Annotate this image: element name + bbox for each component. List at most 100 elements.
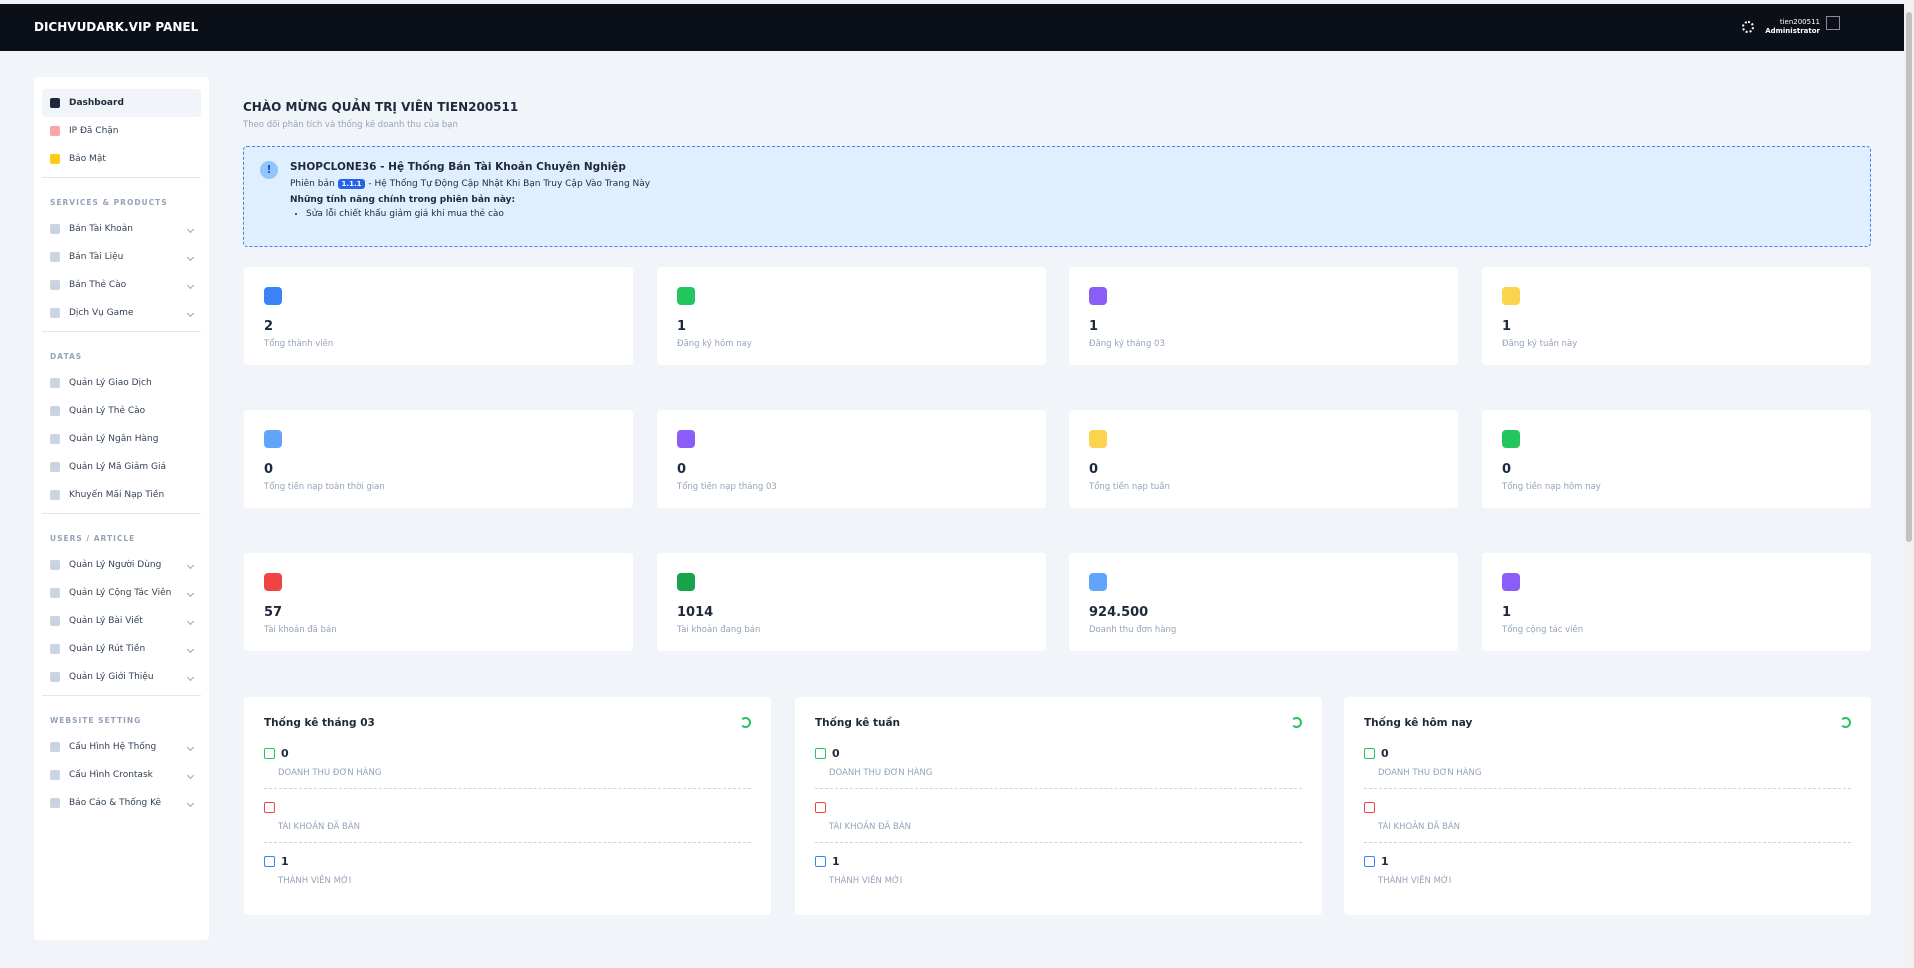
row-number: 1 (1381, 855, 1389, 868)
user-info[interactable]: tien200511 Administrator (1765, 18, 1820, 36)
nav-label: Khuyến Mãi Nạp Tiền (69, 490, 165, 500)
nav-item[interactable]: Quản Lý Người Dùng (42, 551, 201, 579)
nav-item[interactable]: Cấu Hình Crontask (42, 761, 201, 789)
row-icon (1364, 856, 1375, 867)
nav-item[interactable]: Cấu Hình Hệ Thống (42, 733, 201, 761)
nav-item[interactable]: Bán Tài Khoản (42, 215, 201, 243)
nav-item[interactable]: Quản Lý Ngân Hàng (42, 425, 201, 453)
panel-row: TÀI KHOẢN ĐÃ BÁN (815, 789, 1302, 843)
row-value (264, 801, 751, 814)
nav-item[interactable]: Quản Lý Thẻ Cào (42, 397, 201, 425)
separator (42, 695, 201, 696)
nav-item[interactable]: Quản Lý Mã Giảm Giá (42, 453, 201, 481)
chevron (186, 673, 195, 681)
chevron (186, 309, 195, 317)
nav-item[interactable]: Quản Lý Bài Viết (42, 607, 201, 635)
row-label: THÀNH VIÊN MỚI (1378, 876, 1452, 886)
scrollbar (1904, 0, 1914, 968)
panel-row: 0 DOANH THU ĐƠN HÀNG (815, 735, 1302, 789)
row-label: TÀI KHOẢN ĐÃ BÁN (1378, 822, 1461, 832)
nav-label: Dashboard (69, 98, 124, 108)
row-icon (815, 856, 826, 867)
row-number: 1 (281, 855, 289, 868)
nav-item[interactable]: Quản Lý Giao Dịch (42, 369, 201, 397)
stat-icon (677, 287, 695, 305)
stat-card: 1 Đăng ký tháng 03 (1069, 267, 1458, 365)
stat-label: Tổng tiền nạp hôm nay (1502, 482, 1601, 492)
theme-toggle[interactable] (1742, 21, 1754, 33)
refresh-button[interactable] (1840, 717, 1851, 728)
nav-label: Quản Lý Rút Tiền (69, 644, 146, 654)
nav-icon (50, 280, 60, 290)
stat-card: 57 Tài khoản đã bán (244, 553, 633, 651)
stat-label: Tổng thành viên (264, 339, 334, 349)
nav-item[interactable]: Quản Lý Rút Tiền (42, 635, 201, 663)
row-label: DOANH THU ĐƠN HÀNG (829, 768, 933, 778)
nav-item[interactable]: Khuyến Mãi Nạp Tiền (42, 481, 201, 509)
section-title: DATAS (50, 352, 83, 361)
version-suffix: - Hệ Thống Tự Động Cập Nhật Khi Bạn Truy… (368, 179, 651, 189)
nav-item[interactable]: Dashboard (42, 89, 201, 117)
stat-label: Doanh thu đơn hàng (1089, 625, 1177, 635)
notice: ! SHOPCLONE36 - Hệ Thống Bán Tài Khoản C… (243, 146, 1871, 247)
brand[interactable]: DICHVUDARK.VIP PANEL (34, 20, 199, 34)
separator (42, 331, 201, 332)
role: Administrator (1765, 27, 1820, 35)
refresh-button[interactable] (740, 717, 751, 728)
nav-icon (50, 490, 60, 500)
stat-label: Tài khoản đã bán (264, 625, 337, 635)
nav-label: Cấu Hình Hệ Thống (69, 742, 157, 752)
nav-item[interactable]: Bán Thẻ Cào (42, 271, 201, 299)
nav-label: Quản Lý Giới Thiệu (69, 672, 154, 682)
nav-icon (50, 798, 60, 808)
chevron (186, 589, 195, 597)
nav-icon (50, 672, 60, 682)
stat-icon (264, 287, 282, 305)
nav-icon (50, 742, 60, 752)
stat-icon (264, 573, 282, 591)
row-label: THÀNH VIÊN MỚI (278, 876, 352, 886)
stat-icon (1089, 430, 1107, 448)
nav-item[interactable]: Bảo Mật (42, 145, 201, 173)
page-subtitle: Theo dõi phân tích và thống kê doanh thu… (243, 120, 458, 130)
stat-icon (1502, 573, 1520, 591)
nav-item[interactable]: Bán Tài Liệu (42, 243, 201, 271)
row-label: TÀI KHOẢN ĐÃ BÁN (278, 822, 361, 832)
row-icon (264, 802, 275, 813)
chevron (186, 799, 195, 807)
nav-item[interactable]: Báo Cáo & Thống Kê (42, 789, 201, 817)
row-label: DOANH THU ĐƠN HÀNG (1378, 768, 1482, 778)
panel-title: Thống kê tuần (815, 717, 901, 729)
notice-title: SHOPCLONE36 - Hệ Thống Bán Tài Khoản Chu… (290, 161, 626, 173)
row-icon (1364, 748, 1375, 759)
nav-label: Quản Lý Cộng Tác Viên (69, 588, 172, 598)
panel-row: TÀI KHOẢN ĐÃ BÁN (264, 789, 751, 843)
nav-label: Cấu Hình Crontask (69, 770, 153, 780)
stat-card: 1 Đăng ký hôm nay (657, 267, 1046, 365)
chevron (186, 617, 195, 625)
stat-label: Tổng tiền nạp toàn thời gian (264, 482, 385, 492)
nav-icon (50, 434, 60, 444)
stat-icon (1502, 430, 1520, 448)
stat-value: 0 (264, 462, 274, 477)
nav-item[interactable]: Quản Lý Cộng Tác Viên (42, 579, 201, 607)
nav-item[interactable]: Dịch Vụ Game (42, 299, 201, 327)
stat-label: Đăng ký tuần này (1502, 339, 1578, 349)
username: tien200511 (1779, 18, 1820, 26)
stat-label: Tổng tiền nạp tuần (1089, 482, 1170, 492)
stat-card: 2 Tổng thành viên (244, 267, 633, 365)
nav-item[interactable]: Quản Lý Giới Thiệu (42, 663, 201, 691)
stat-card: 1 Đăng ký tuần này (1482, 267, 1871, 365)
row-icon (264, 856, 275, 867)
nav-item[interactable]: IP Đã Chặn (42, 117, 201, 145)
scroll-thumb[interactable] (1906, 12, 1912, 542)
row-value (815, 801, 1302, 814)
row-label: THÀNH VIÊN MỚI (829, 876, 903, 886)
section-title: SERVICES & PRODUCTS (50, 198, 168, 207)
refresh-button[interactable] (1291, 717, 1302, 728)
panel-title: Thống kê hôm nay (1364, 717, 1473, 729)
chevron (186, 771, 195, 779)
nav-label: Báo Cáo & Thống Kê (69, 798, 162, 808)
nav-label: Quản Lý Thẻ Cào (69, 406, 146, 416)
avatar[interactable] (1826, 16, 1840, 30)
